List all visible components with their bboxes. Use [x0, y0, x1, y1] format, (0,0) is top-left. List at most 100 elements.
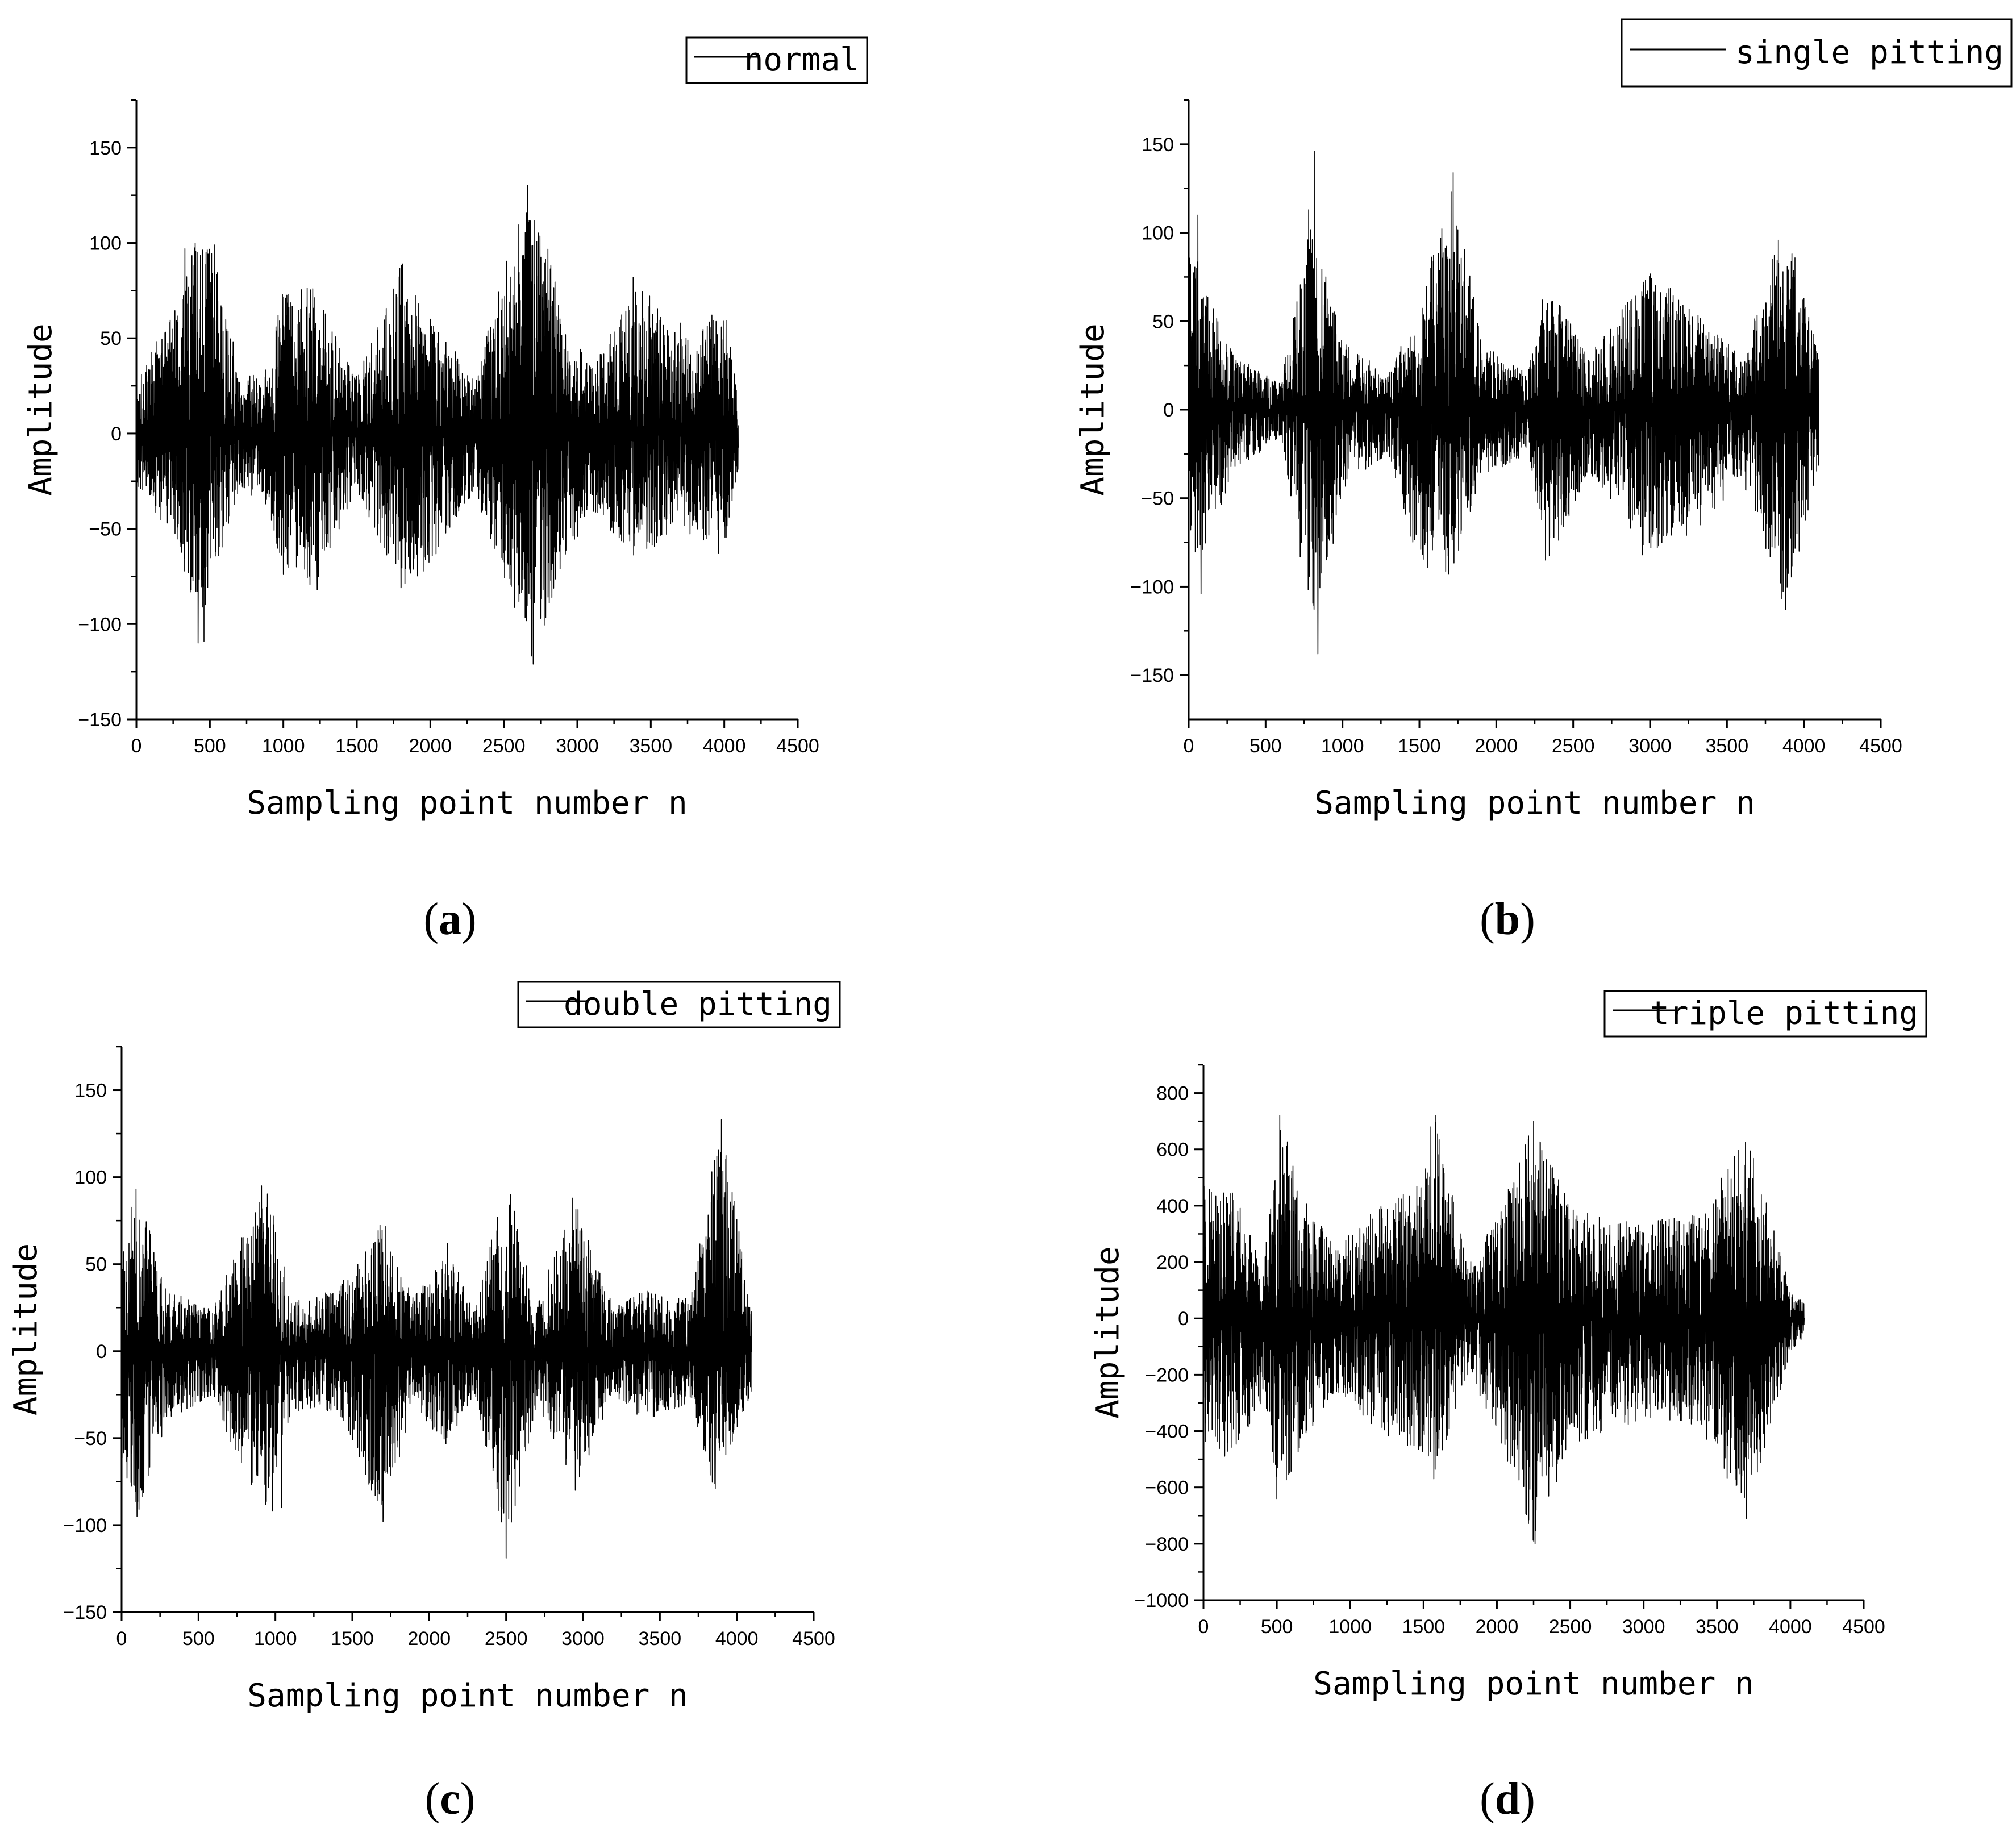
- panel-label-c: (c): [424, 1774, 476, 1824]
- x-tick-label: 1000: [262, 735, 305, 757]
- chart-panel-b: 0 500 1000 1500 2000 2500 3000 3500 4000 4500−150…: [1074, 18, 2013, 822]
- x-tick-label: 3500: [630, 735, 673, 757]
- series-line-a: [136, 185, 739, 665]
- x-tick-label: 4000: [703, 735, 746, 757]
- y-tick-label: 400: [1156, 1196, 1189, 1217]
- x-tick-label: 2500: [1549, 1616, 1592, 1638]
- legend-label: normal: [744, 41, 859, 78]
- y-tick-label: −100: [1130, 576, 1174, 598]
- y-tick-label: 0: [96, 1341, 107, 1363]
- x-axis-title: Sampling point number n: [247, 1677, 688, 1714]
- y-tick-label: 800: [1156, 1083, 1189, 1105]
- y-tick-label: 200: [1156, 1252, 1189, 1273]
- legend-box: [685, 36, 868, 84]
- x-tick-label: 3500: [1706, 735, 1749, 757]
- x-tick-label: 1500: [335, 735, 378, 757]
- x-axis-title: Sampling point number n: [1314, 785, 1755, 822]
- y-tick-label: −50: [74, 1428, 107, 1450]
- x-tick-label: 3000: [561, 1628, 605, 1650]
- y-tick-label: −800: [1145, 1534, 1189, 1555]
- panel-label-d: (d): [1480, 1774, 1535, 1824]
- y-tick-label: −400: [1145, 1421, 1189, 1443]
- y-axis-title: Amplitude: [7, 1243, 44, 1415]
- x-tick-label: 2000: [1475, 735, 1518, 757]
- y-tick-label: 150: [74, 1080, 107, 1102]
- series-line-c: [121, 1119, 752, 1559]
- x-tick-label: 2500: [482, 735, 526, 757]
- x-tick-label: 1500: [331, 1628, 374, 1650]
- y-tick-label: 150: [89, 138, 122, 159]
- y-tick-label: 600: [1156, 1139, 1189, 1161]
- x-tick-label: 1000: [1321, 735, 1364, 757]
- x-axis-title: Sampling point number n: [1313, 1665, 1753, 1702]
- legend: single pitting: [1621, 18, 2013, 88]
- x-tick-label: 4500: [776, 735, 819, 757]
- x-tick-label: 500: [194, 735, 226, 757]
- x-tick-label: 500: [1261, 1616, 1293, 1638]
- y-tick-label: 50: [100, 328, 122, 349]
- y-tick-label: −1000: [1135, 1590, 1189, 1611]
- legend-box: [517, 981, 841, 1028]
- x-tick-label: 4000: [715, 1628, 759, 1650]
- x-tick-label: 2000: [409, 735, 452, 757]
- chart-panel-c: 0 500 1000 1500 2000 2500 3000 3500 4000 4500−150…: [7, 981, 841, 1714]
- y-axis-title: Amplitude: [1089, 1246, 1126, 1418]
- x-tick-label: 0: [131, 735, 142, 757]
- y-tick-label: −50: [89, 519, 122, 540]
- y-tick-label: 100: [89, 233, 122, 255]
- x-tick-label: 4500: [792, 1628, 835, 1650]
- x-tick-label: 3500: [1696, 1616, 1739, 1638]
- y-tick-label: −50: [1141, 488, 1174, 510]
- chart-panel-d: 0 500 1000 1500 2000 2500 3000 3500 4000 4500−100…: [1089, 990, 1927, 1702]
- y-tick-label: −150: [1130, 665, 1174, 686]
- x-tick-label: 0: [1184, 735, 1194, 757]
- x-tick-label: 2000: [408, 1628, 451, 1650]
- y-tick-label: 50: [85, 1254, 107, 1276]
- y-tick-label: −200: [1145, 1364, 1189, 1386]
- panel-label-a: (a): [423, 894, 477, 944]
- y-tick-label: 150: [1142, 134, 1174, 156]
- x-tick-label: 1000: [254, 1628, 297, 1650]
- x-tick-label: 3500: [639, 1628, 682, 1650]
- x-tick-label: 3000: [1622, 1616, 1665, 1638]
- x-tick-label: 1000: [1328, 1616, 1372, 1638]
- legend: double pitting: [517, 981, 841, 1028]
- legend-label: double pitting: [564, 986, 832, 1023]
- x-tick-label: 1500: [1398, 735, 1441, 757]
- y-axis-title: Amplitude: [1074, 323, 1111, 495]
- y-tick-label: −150: [63, 1602, 107, 1623]
- series-line-d: [1203, 1115, 1805, 1544]
- legend-box: [1603, 990, 1927, 1038]
- legend: normal: [685, 36, 868, 84]
- x-axis-title: Sampling point number n: [247, 785, 687, 822]
- series-line-b: [1188, 151, 1819, 655]
- x-tick-label: 2000: [1476, 1616, 1519, 1638]
- legend-box: [1621, 18, 2013, 88]
- y-tick-label: 50: [1152, 311, 1174, 332]
- x-tick-label: 3000: [556, 735, 599, 757]
- y-tick-label: 0: [1163, 399, 1174, 421]
- x-tick-label: 0: [116, 1628, 127, 1650]
- x-tick-label: 500: [1249, 735, 1282, 757]
- x-tick-label: 4000: [1782, 735, 1826, 757]
- y-tick-label: 0: [111, 423, 122, 445]
- x-tick-label: 0: [1198, 1616, 1209, 1638]
- y-tick-label: 100: [1142, 223, 1174, 244]
- y-tick-label: 0: [1178, 1308, 1189, 1330]
- chart-panel-a: 0 500 1000 1500 2000 2500 3000 3500 4000 4500−150…: [22, 36, 868, 822]
- x-tick-label: 4500: [1842, 1616, 1885, 1638]
- x-tick-label: 3000: [1628, 735, 1672, 757]
- y-axis-title: Amplitude: [22, 323, 59, 495]
- legend-label: single pitting: [1735, 34, 2003, 71]
- x-tick-label: 2500: [485, 1628, 528, 1650]
- y-tick-label: −150: [78, 709, 122, 731]
- x-tick-label: 2500: [1552, 735, 1595, 757]
- legend-label: triple pitting: [1650, 995, 1918, 1032]
- x-tick-label: 500: [182, 1628, 215, 1650]
- x-tick-label: 4500: [1859, 735, 1902, 757]
- y-tick-label: −600: [1145, 1477, 1189, 1499]
- panel-label-b: (b): [1480, 894, 1535, 944]
- legend: triple pitting: [1603, 990, 1927, 1038]
- x-tick-label: 4000: [1769, 1616, 1812, 1638]
